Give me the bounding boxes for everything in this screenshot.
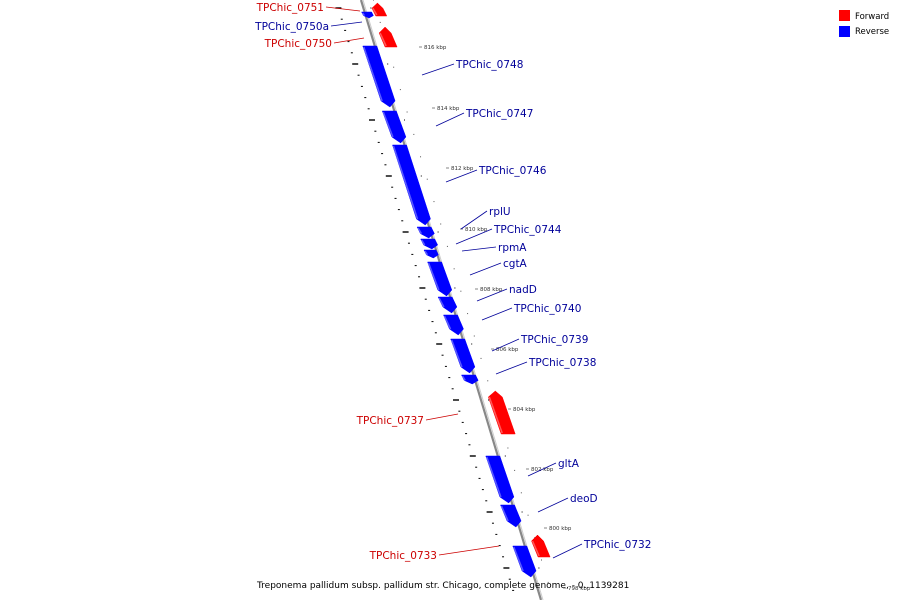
gene-arrow-nadD[interactable] <box>437 296 458 314</box>
gene-label-TPChic_0744[interactable]: TPChic_0744 <box>493 224 562 236</box>
gene-arrow-highlight <box>424 250 429 256</box>
gene-label-TPChic_0747[interactable]: TPChic_0747 <box>465 108 533 120</box>
kbp-label: 798 kbp <box>568 586 591 592</box>
genome-caption: Treponema pallidum subsp. pallidum str. … <box>256 581 629 591</box>
gene-arrow-TPChic_0740[interactable] <box>443 314 464 336</box>
gene-label-TPChic_0738[interactable]: TPChic_0738 <box>528 357 596 369</box>
legend-reverse-swatch <box>839 26 850 37</box>
gene-label-TPChic_0739[interactable]: TPChic_0739 <box>520 334 588 346</box>
gene-arrow-highlight <box>500 505 509 522</box>
gene-arrow-highlight <box>513 546 524 572</box>
gene-arrow-TPChic_0750[interactable] <box>378 26 398 48</box>
gene-label-TPChic_0740[interactable]: TPChic_0740 <box>513 303 581 315</box>
gene-features <box>361 2 551 578</box>
gene-leader-line <box>495 361 528 375</box>
gene-arrow-highlight <box>361 12 366 17</box>
gene-arrow-TPChic_0737[interactable] <box>488 390 516 435</box>
gene-label-TPChic_0733[interactable]: TPChic_0733 <box>369 550 437 562</box>
kbp-scale-labels: 816 kbp 814 kbp 812 kbp 810 kbp 808 kbp 806 k… <box>419 45 591 592</box>
gene-leader-line <box>333 37 365 44</box>
legend-forward-swatch <box>839 10 850 21</box>
gene-arrow-highlight <box>379 32 387 47</box>
kbp-label: 812 kbp <box>451 166 474 172</box>
gene-arrow-highlight <box>417 227 423 234</box>
gene-label-TPChic_0746[interactable]: TPChic_0746 <box>478 165 547 177</box>
gene-arrow-TPChic_0751[interactable] <box>371 2 388 17</box>
gene-arrow-highlight <box>443 315 452 330</box>
gene-label-TPChic_0751[interactable]: TPChic_0751 <box>256 2 324 14</box>
kbp-label: 804 kbp <box>513 407 536 413</box>
gene-arrow-TPChic_0750a[interactable] <box>361 11 374 19</box>
gene-arrow-deoD[interactable] <box>500 504 522 528</box>
gene-arrow-highlight <box>392 145 419 220</box>
gene-arrow-TPChic_0733[interactable] <box>531 534 551 558</box>
gene-leader-line <box>527 462 557 477</box>
gene-label-rplU[interactable]: rplU <box>489 206 511 218</box>
gene-arrow-rplU[interactable] <box>416 226 435 239</box>
tick-marks <box>335 0 549 591</box>
gene-leader-line <box>445 169 478 183</box>
gene-arrow-highlight <box>363 46 383 102</box>
legend-reverse-label: Reverse <box>855 27 889 37</box>
gene-leader-line <box>476 288 508 302</box>
gene-leader-line <box>425 413 459 421</box>
gene-leader-line <box>552 543 583 559</box>
gene-label-rpmA[interactable]: rpmA <box>498 242 527 254</box>
gene-arrow-TPChic_0748[interactable] <box>362 45 396 108</box>
gene-label-gltA[interactable]: gltA <box>558 458 580 470</box>
kbp-label: 810 kbp <box>465 227 488 233</box>
gene-leader-line <box>491 338 520 352</box>
gene-arrow-TPChic_0744[interactable] <box>420 238 439 250</box>
gene-arrow-highlight <box>427 262 440 291</box>
gene-arrow-highlight <box>438 297 445 308</box>
gene-label-TPChic_0750a[interactable]: TPChic_0750a <box>254 21 329 33</box>
legend-forward-label: Forward <box>855 12 889 22</box>
gene-label-TPChic_0750[interactable]: TPChic_0750 <box>264 38 332 50</box>
kbp-label: 802 kbp <box>531 467 554 473</box>
gene-arrow-highlight <box>488 396 503 434</box>
kbp-label: 808 kbp <box>480 287 503 293</box>
kbp-label: 816 kbp <box>424 45 447 51</box>
gene-arrow-TPChic_0739[interactable] <box>450 338 476 374</box>
legend: Forward Reverse <box>839 10 889 37</box>
gene-label-TPChic_0732[interactable]: TPChic_0732 <box>583 539 651 551</box>
gene-arrow-rpmA[interactable] <box>423 249 439 259</box>
gene-leader-line <box>421 63 455 76</box>
gene-label-deoD[interactable]: deoD <box>570 493 598 505</box>
gene-leader-line <box>469 262 502 276</box>
gene-leader-line <box>325 6 361 12</box>
gene-arrow-gltA[interactable] <box>485 455 515 504</box>
gene-label-nadD[interactable]: nadD <box>509 284 537 296</box>
gene-arrow-highlight <box>531 540 540 557</box>
gene-arrow-highlight <box>382 111 394 138</box>
gene-leader-line <box>460 210 488 230</box>
gene-arrow-cgtA[interactable] <box>427 261 453 297</box>
gene-arrow-TPChic_0747[interactable] <box>381 110 407 144</box>
gene-label-TPChic_0748[interactable]: TPChic_0748 <box>455 59 523 71</box>
gene-leader-line <box>438 545 500 556</box>
gene-arrow-TPChic_0732[interactable] <box>512 545 537 578</box>
gene-arrow-highlight <box>486 456 502 498</box>
gene-arrow-TPChic_0746[interactable] <box>392 144 431 226</box>
gene-label-TPChic_0737[interactable]: TPChic_0737 <box>356 415 424 427</box>
gene-leader-line <box>481 307 513 321</box>
gene-leader-line <box>330 21 363 27</box>
gene-arrow-TPChic_0738[interactable] <box>461 374 479 385</box>
gene-labels: TPChic_0751 TPChic_0750a TPChic_0750 TPChic… <box>254 2 651 562</box>
gene-arrow-highlight <box>450 339 463 368</box>
gene-arrow-highlight <box>461 375 466 381</box>
gene-arrow-highlight <box>372 7 378 16</box>
kbp-label: 806 kbp <box>496 347 519 353</box>
gene-arrow-highlight <box>421 239 426 246</box>
gene-leader-line <box>435 112 465 127</box>
gene-leader-line <box>537 497 569 513</box>
gene-leader-line <box>461 246 497 252</box>
gene-label-cgtA[interactable]: cgtA <box>503 258 528 270</box>
gene-leader-line <box>455 228 493 245</box>
kbp-label: 814 kbp <box>437 106 460 112</box>
kbp-label: 800 kbp <box>549 526 572 532</box>
